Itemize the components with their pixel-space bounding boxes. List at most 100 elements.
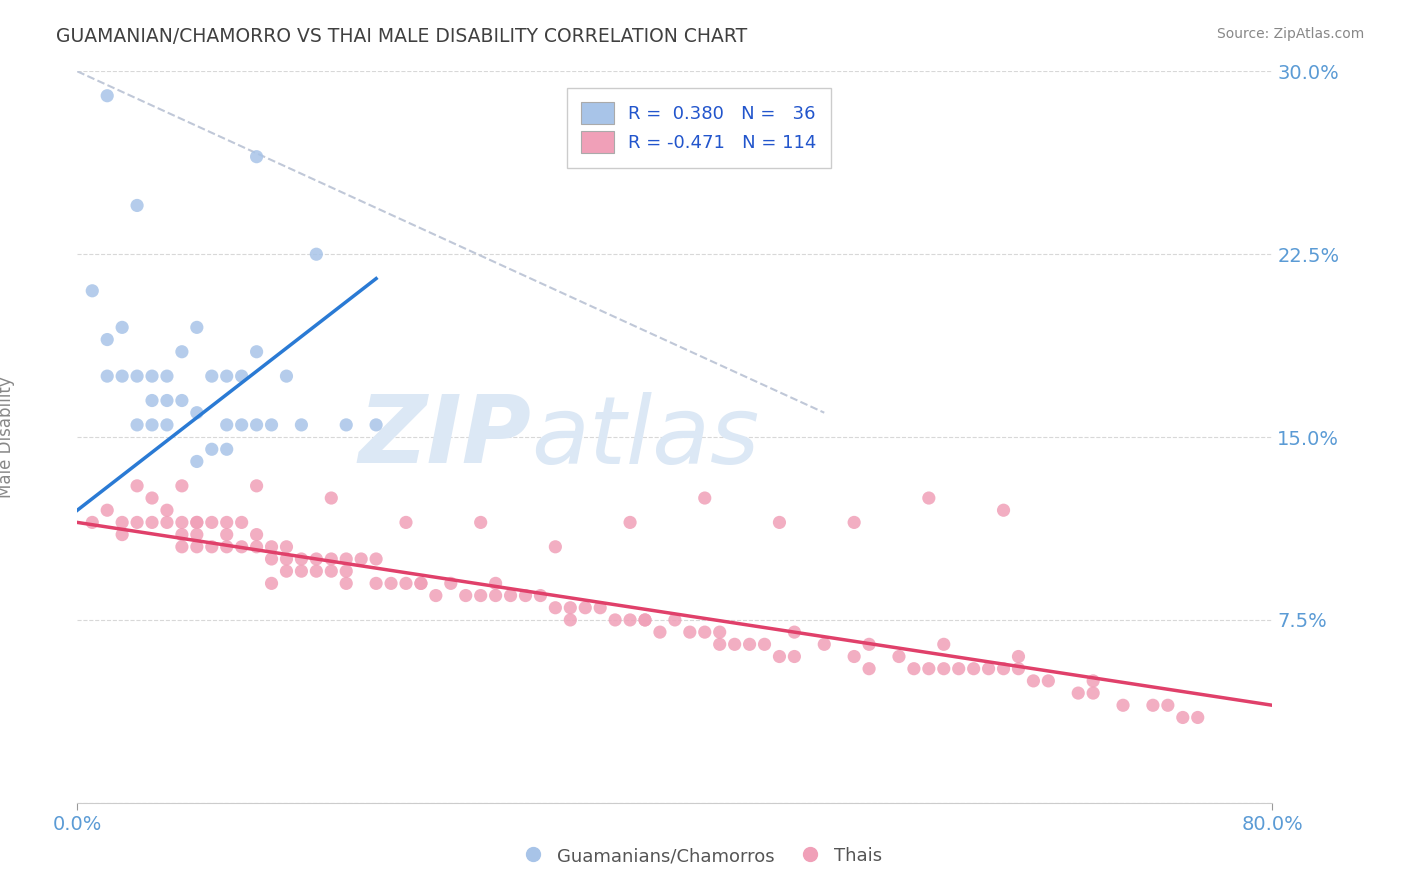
- Point: [156, 369, 179, 384]
- Point: [1187, 710, 1209, 724]
- Point: [335, 576, 357, 591]
- Point: [156, 516, 179, 530]
- Point: [350, 552, 373, 566]
- Point: [156, 393, 179, 408]
- Point: [1083, 673, 1105, 688]
- Point: [186, 540, 208, 554]
- Point: [246, 344, 269, 359]
- Point: [127, 417, 149, 432]
- Point: [305, 247, 328, 261]
- Point: [844, 516, 866, 530]
- Point: [977, 662, 1000, 676]
- Point: [96, 503, 118, 517]
- Point: [186, 516, 208, 530]
- Point: [409, 576, 432, 591]
- Point: [246, 479, 269, 493]
- Point: [321, 552, 343, 566]
- Legend: R =  0.380   N =   36, R = -0.471   N = 114: R = 0.380 N = 36, R = -0.471 N = 114: [567, 87, 831, 168]
- Point: [544, 540, 567, 554]
- Point: [560, 613, 582, 627]
- Point: [127, 198, 149, 212]
- Point: [813, 637, 835, 651]
- Point: [186, 516, 208, 530]
- Point: [260, 552, 283, 566]
- Point: [664, 613, 686, 627]
- Point: [170, 540, 193, 554]
- Point: [276, 564, 298, 578]
- Point: [709, 637, 731, 651]
- Point: [276, 369, 298, 384]
- Point: [260, 417, 283, 432]
- Point: [111, 369, 134, 384]
- Point: [96, 333, 118, 347]
- Point: [246, 150, 269, 164]
- Point: [903, 662, 925, 676]
- Point: [619, 613, 641, 627]
- Point: [1171, 710, 1194, 724]
- Point: [515, 589, 537, 603]
- Point: [321, 491, 343, 505]
- Point: [231, 417, 253, 432]
- Point: [425, 589, 447, 603]
- Point: [170, 527, 193, 541]
- Point: [246, 527, 269, 541]
- Point: [918, 491, 941, 505]
- Point: [127, 516, 149, 530]
- Point: [366, 552, 388, 566]
- Point: [844, 649, 866, 664]
- Point: [127, 479, 149, 493]
- Point: [993, 503, 1015, 517]
- Point: [693, 625, 716, 640]
- Point: [246, 417, 269, 432]
- Point: [380, 576, 402, 591]
- Point: [96, 369, 118, 384]
- Point: [215, 540, 238, 554]
- Point: [768, 516, 790, 530]
- Text: Source: ZipAtlas.com: Source: ZipAtlas.com: [1216, 27, 1364, 41]
- Point: [499, 589, 522, 603]
- Point: [409, 576, 432, 591]
- Point: [679, 625, 702, 640]
- Point: [485, 589, 508, 603]
- Point: [634, 613, 657, 627]
- Point: [201, 442, 224, 457]
- Point: [963, 662, 986, 676]
- Point: [887, 649, 910, 664]
- Point: [141, 417, 163, 432]
- Point: [335, 417, 357, 432]
- Point: [366, 417, 388, 432]
- Point: [290, 417, 312, 432]
- Point: [186, 320, 208, 334]
- Point: [201, 516, 224, 530]
- Point: [768, 649, 790, 664]
- Point: [1038, 673, 1060, 688]
- Point: [485, 576, 508, 591]
- Text: GUAMANIAN/CHAMORRO VS THAI MALE DISABILITY CORRELATION CHART: GUAMANIAN/CHAMORRO VS THAI MALE DISABILI…: [56, 27, 748, 45]
- Point: [948, 662, 970, 676]
- Point: [738, 637, 761, 651]
- Point: [1007, 649, 1029, 664]
- Point: [709, 625, 731, 640]
- Point: [993, 662, 1015, 676]
- Point: [932, 637, 955, 651]
- Point: [215, 527, 238, 541]
- Point: [186, 406, 208, 420]
- Point: [290, 564, 312, 578]
- Point: [290, 552, 312, 566]
- Point: [619, 516, 641, 530]
- Point: [724, 637, 747, 651]
- Point: [201, 369, 224, 384]
- Point: [932, 662, 955, 676]
- Point: [305, 564, 328, 578]
- Point: [1022, 673, 1045, 688]
- Point: [858, 662, 880, 676]
- Point: [1083, 686, 1105, 700]
- Point: [440, 576, 463, 591]
- Point: [1157, 698, 1180, 713]
- Legend: Guamanians/Chamorros, Thais: Guamanians/Chamorros, Thais: [515, 838, 891, 874]
- Point: [321, 564, 343, 578]
- Point: [693, 491, 716, 505]
- Point: [231, 369, 253, 384]
- Point: [589, 600, 612, 615]
- Point: [141, 393, 163, 408]
